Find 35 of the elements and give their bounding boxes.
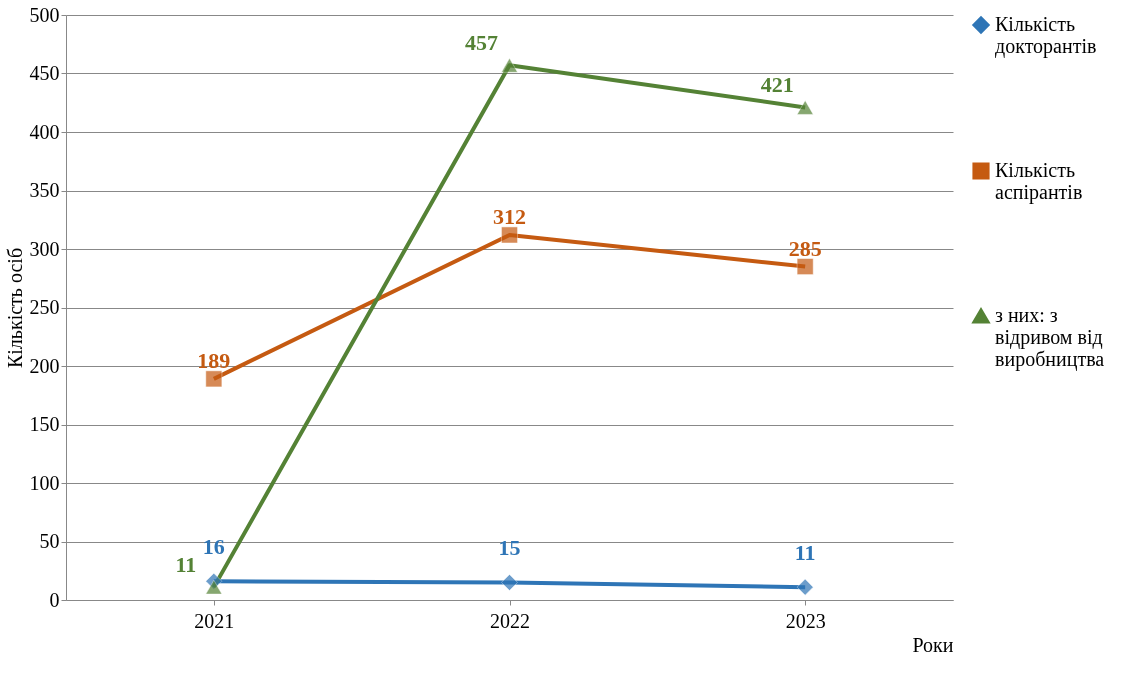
y-tick-label: 350 [29, 179, 60, 201]
y-tick-label: 500 [29, 3, 60, 26]
y-tick-label: 300 [29, 237, 60, 260]
x-axis-title: Роки [912, 633, 954, 656]
point [796, 100, 814, 115]
point [501, 226, 518, 244]
point [501, 574, 518, 591]
legend-label: Кількість аспірантів [995, 159, 1083, 204]
data-label: 189 [197, 347, 231, 373]
legend-label: з них: з відривом від виробництва [995, 304, 1105, 371]
data-label: 312 [493, 203, 526, 229]
y-tick-label: 0 [49, 588, 60, 611]
data-label: 457 [465, 30, 498, 56]
point [796, 578, 814, 596]
point [501, 58, 518, 73]
data-label: 11 [175, 552, 197, 578]
x-tick-label: 2021 [194, 609, 235, 632]
y-tick-label: 450 [29, 62, 60, 84]
y-tick-label: 200 [29, 354, 60, 377]
y-tick-label: 100 [29, 471, 60, 494]
point [205, 370, 223, 388]
data-label: 15 [498, 535, 521, 561]
point [205, 579, 223, 595]
legend-label: Кількість докторантів [995, 13, 1097, 58]
data-label: 285 [788, 235, 822, 261]
point [796, 258, 814, 275]
data-label: 11 [794, 540, 816, 566]
y-tick-label: 50 [39, 530, 60, 552]
y-tick-label: 250 [29, 296, 60, 318]
x-tick-label: 2022 [490, 609, 530, 632]
data-label: 421 [760, 72, 794, 98]
y-tick-label: 150 [29, 413, 60, 435]
x-tick-label: 2023 [785, 609, 826, 632]
y-tick-label: 400 [29, 120, 60, 143]
y-axis-title: Кількість осіб [3, 247, 26, 369]
